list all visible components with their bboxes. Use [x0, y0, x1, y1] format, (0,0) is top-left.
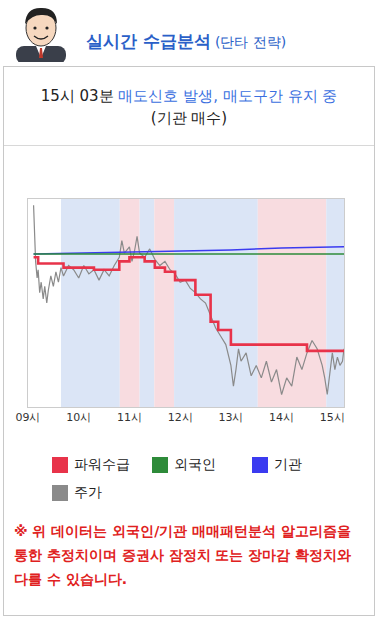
- svg-text:13시: 13시: [218, 411, 243, 424]
- html-text:실시간 수급분석 (단타 전략): 실시간 수급분석 (단타 전략): [86, 31, 287, 51]
- html-text:기관: 기관: [274, 456, 302, 472]
- html-text:외국인: 외국인: [174, 456, 216, 472]
- svg-text:10시: 10시: [66, 411, 91, 424]
- html-text:파워수급: 파워수급: [74, 456, 130, 472]
- svg-text:11시: 11시: [117, 411, 142, 424]
- svg-text:09시: 09시: [16, 411, 41, 424]
- svg-text:15시: 15시: [320, 411, 345, 424]
- html-text:※ 위 데이터는 외국인/기관 매매패턴분석 알고리즘을 통: ※ 위 데이터는 외국인/기관 매매패턴분석 알고리즘을 통한 추정치이며 증권…: [14, 523, 352, 587]
- svg-text:14시: 14시: [269, 411, 294, 424]
- html-text:(기관 매수): (기관 매수): [150, 109, 228, 127]
- svg-text:12시: 12시: [168, 411, 193, 424]
- html-text:15시 03분 매도신호 발생, 매도구간 유지 중: 15시 03분 매도신호 발생, 매도구간 유지 중: [40, 87, 338, 105]
- html-text:주가: 주가: [74, 484, 102, 500]
